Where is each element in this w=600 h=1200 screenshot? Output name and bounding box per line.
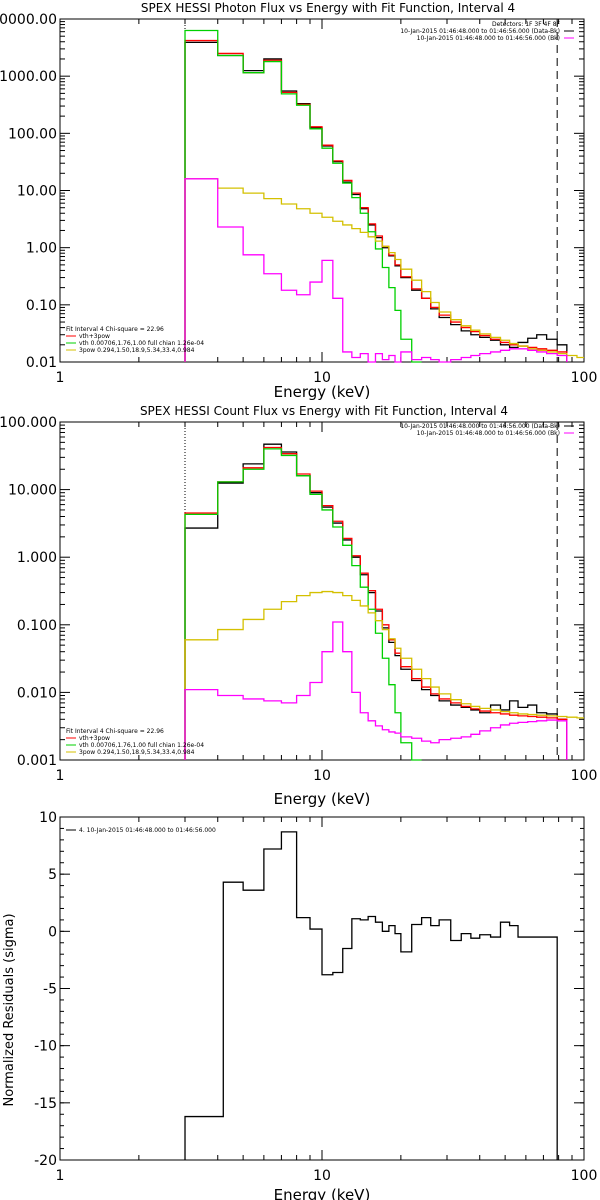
y-tick-label: 10.00 — [17, 184, 57, 200]
y-tick-label: 1.000 — [17, 550, 57, 566]
x-tick-label: 1 — [56, 1168, 65, 1184]
legend-entry: 4. 10-Jan-2015 01:46:48.000 to 01:46:56.… — [79, 827, 216, 834]
detector-info: 10-Jan-2015 01:46:48.000 to 01:46:56.000… — [417, 35, 560, 42]
series-line — [184, 831, 558, 1160]
y-tick-label: 100.00 — [8, 126, 57, 142]
detector-info: 10-Jan-2015 01:46:48.000 to 01:46:56.000… — [400, 28, 560, 35]
x-tick-label: 100 — [571, 370, 598, 386]
panel-title: SPEX HESSI Photon Flux vs Energy with Fi… — [141, 1, 515, 15]
legend-entry: Fit Interval 4 Chi-square = 22.96 — [66, 326, 164, 333]
count-flux-panel: SPEX HESSI Count Flux vs Energy with Fit… — [0, 404, 597, 808]
y-tick-label: 0 — [48, 924, 57, 940]
series-line — [184, 448, 422, 761]
y-tick-label: -15 — [34, 1096, 57, 1112]
series-line — [184, 178, 584, 362]
y-tick-label: 0.100 — [17, 618, 57, 634]
y-tick-label: 0.010 — [17, 685, 57, 701]
axes-frame — [59, 18, 585, 363]
x-axis-label: Energy (keV) — [274, 790, 371, 808]
x-axis-label: Energy (keV) — [274, 383, 371, 401]
y-axis-label: Normalized Residuals (sigma) — [2, 913, 17, 1106]
series-line — [184, 29, 422, 363]
x-tick-label: 100 — [571, 1168, 598, 1184]
detector-info: 10-Jan-2015 01:46:48.000 to 01:46:56.000… — [400, 423, 560, 430]
legend-entry: 3pow 0.294,1.50,18.9,5.34,33.4,0.984 — [79, 749, 195, 756]
y-tick-label: 100.000 — [0, 415, 57, 431]
legend-entry: Fit Interval 4 Chi-square = 22.96 — [66, 728, 164, 735]
series-line — [184, 590, 584, 760]
legend-entry: vth+3pow — [79, 735, 110, 742]
y-tick-label: 5 — [48, 867, 57, 883]
y-tick-label: 0.10 — [26, 298, 57, 314]
series-line — [184, 446, 568, 760]
legend-entry: vth 0.00706,1.76,1.00 full chian 1.26e-0… — [79, 742, 204, 749]
y-tick-label: 1.00 — [26, 241, 57, 257]
x-tick-label: 10 — [313, 1168, 331, 1184]
x-axis-label: Energy (keV) — [274, 1186, 371, 1200]
y-tick-label: -20 — [34, 1153, 57, 1169]
y-tick-label: 10 — [39, 810, 57, 826]
detector-info: Detectors: 1F 3F 4F 8F — [492, 21, 561, 28]
residuals-panel: 1 10 100 10 5 0 -5 -10 -15 -20 4. 10-Jan-2015 01:4… — [2, 810, 597, 1200]
legend-entry: vth+3pow — [79, 333, 110, 340]
x-tick-label: 100 — [571, 768, 598, 784]
y-tick-label: 0.01 — [26, 355, 57, 371]
y-tick-label: 1000.00 — [0, 69, 57, 85]
detector-info: 10-Jan-2015 01:46:48.000 to 01:46:56.000… — [417, 430, 560, 437]
legend-entry: vth 0.00706,1.76,1.00 full chian 1.26e-0… — [79, 340, 204, 347]
plot-area: 1 10 100 10 5 0 -5 -10 -15 -20 4. 10-Jan-2015 01:4… — [34, 810, 597, 1184]
x-tick-label: 1 — [56, 768, 65, 784]
y-tick-label: -5 — [43, 982, 57, 998]
legend-entry: 3pow 0.294,1.50,18.9,5.34,33.4,0.984 — [79, 347, 195, 354]
x-tick-label: 1 — [56, 370, 65, 386]
photon-flux-panel: SPEX HESSI Photon Flux vs Energy with Fi… — [0, 1, 597, 401]
panel-title: SPEX HESSI Count Flux vs Energy with Fit… — [140, 404, 508, 418]
y-tick-label: 10.000 — [8, 483, 57, 499]
y-tick-label: 0.001 — [17, 753, 57, 769]
plot-area: 1 10 100 100.000 10.000 1.000 0.100 0.010 0.001 F… — [0, 415, 597, 784]
axes-frame — [59, 816, 585, 1161]
x-tick-label: 10 — [313, 370, 331, 386]
series-line — [184, 621, 568, 760]
y-tick-label: -10 — [34, 1039, 57, 1055]
x-tick-label: 10 — [313, 768, 331, 784]
series-line — [184, 178, 568, 363]
series-line — [184, 39, 568, 362]
series-line — [184, 41, 568, 362]
